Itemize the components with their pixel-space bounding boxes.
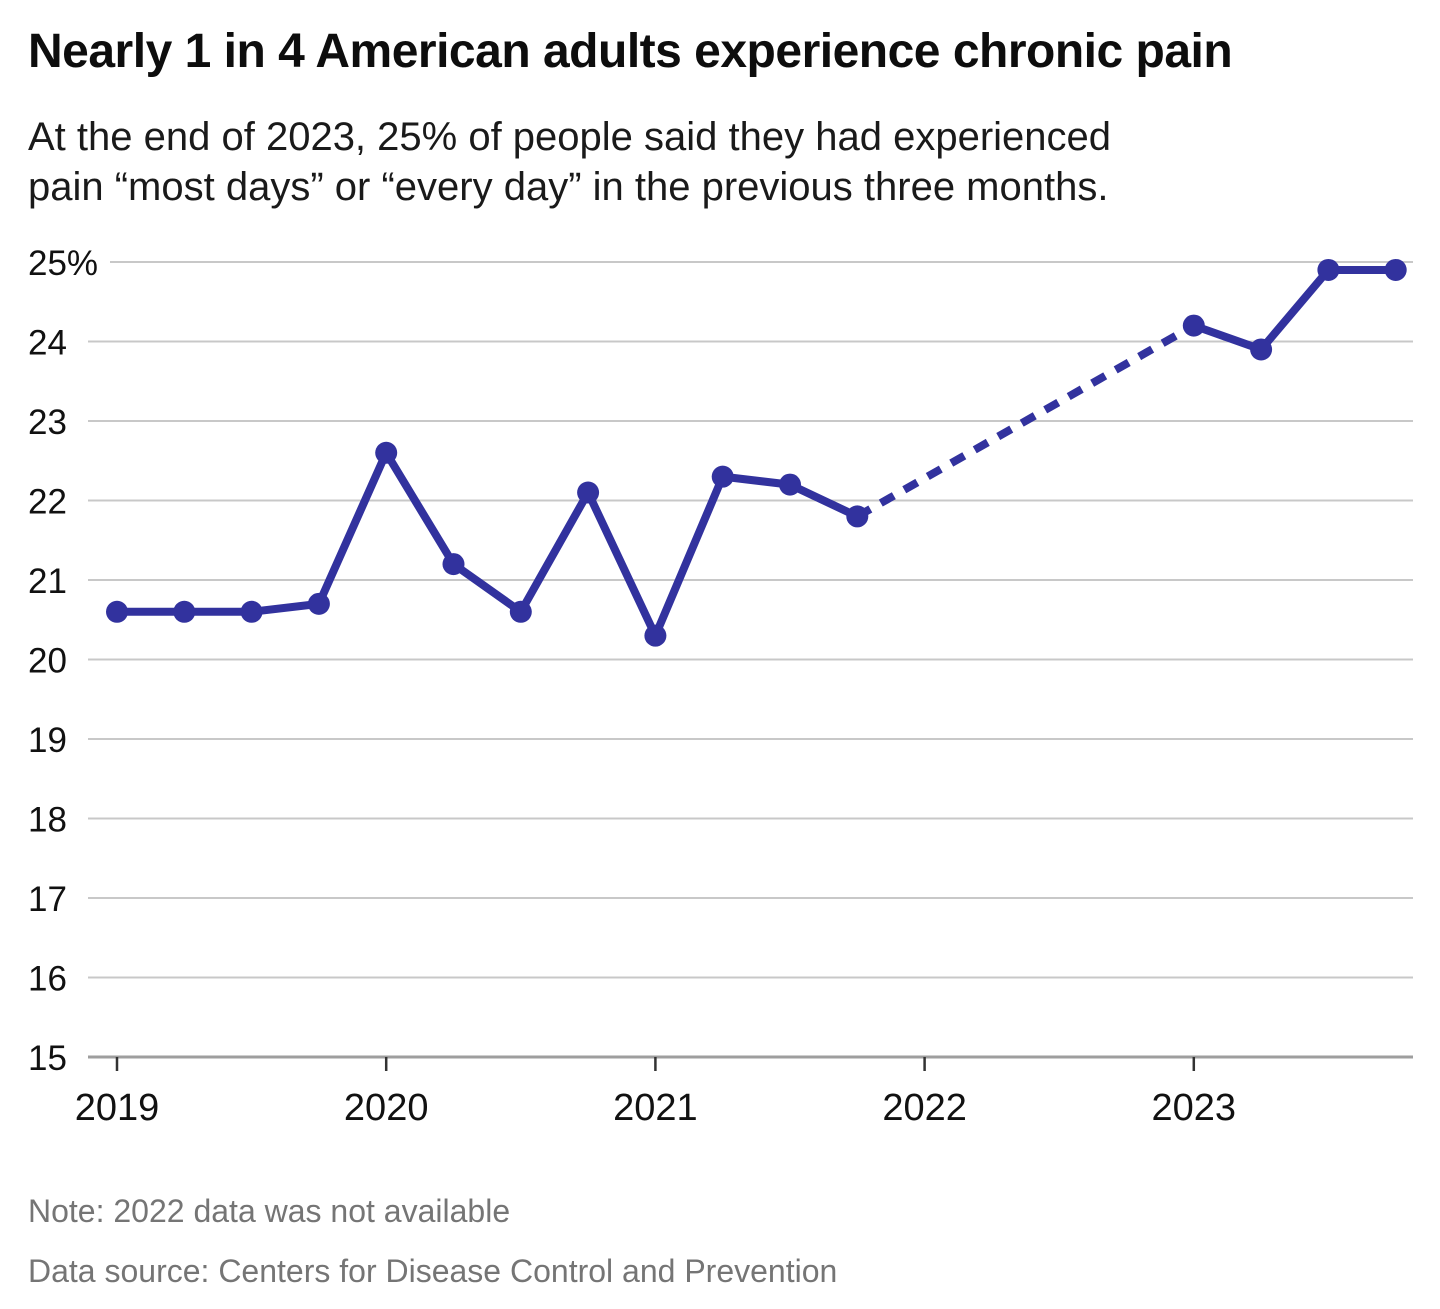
y-axis-label: 18: [28, 801, 67, 840]
x-axis-label: 2021: [613, 1087, 698, 1129]
subtitle-line-2: pain “most days” or “every day” in the p…: [28, 165, 1109, 209]
data-point: [307, 592, 330, 615]
data-point: [240, 600, 263, 623]
y-axis-label: 17: [28, 880, 67, 919]
data-point: [509, 600, 532, 623]
y-axis-label: 25%: [28, 244, 98, 283]
chart-subtitle: At the end of 2023, 25% of people said t…: [28, 112, 1408, 212]
y-axis-label: 22: [28, 483, 67, 522]
y-axis-label: 24: [28, 324, 67, 363]
data-point: [173, 600, 196, 623]
y-axis-label: 15: [28, 1039, 67, 1078]
data-point: [711, 465, 734, 488]
series-line-solid: [113, 448, 862, 640]
y-axis-label: 23: [28, 403, 67, 442]
data-point: [779, 473, 801, 496]
data-point: [846, 505, 869, 528]
page-title: Nearly 1 in 4 American adults experience…: [28, 25, 1233, 78]
x-axis-label: 2023: [1152, 1087, 1237, 1129]
data-point: [1250, 338, 1273, 361]
y-axis-label: 20: [28, 642, 67, 681]
y-axis-label: 21: [28, 562, 67, 601]
series-line-solid: [1189, 265, 1400, 354]
data-point: [1182, 314, 1205, 337]
x-axis-label: 2022: [882, 1087, 967, 1129]
subtitle-line-1: At the end of 2023, 25% of people said t…: [28, 115, 1112, 159]
y-axis-label: 19: [28, 721, 67, 760]
series-line-dashed: [855, 322, 1196, 520]
data-point: [644, 624, 667, 647]
data-point: [577, 481, 600, 504]
y-axis-label: 16: [28, 960, 67, 999]
data-source: Data source: Centers for Disease Control…: [28, 1253, 838, 1289]
data-point: [106, 600, 128, 623]
x-axis-label: 2020: [344, 1087, 429, 1129]
chart-note: Note: 2022 data was not available: [28, 1193, 511, 1229]
data-point: [1317, 258, 1340, 281]
data-point: [375, 441, 398, 464]
data-point: [1384, 258, 1407, 281]
x-axis-label: 2019: [75, 1087, 160, 1129]
data-point: [442, 553, 465, 576]
